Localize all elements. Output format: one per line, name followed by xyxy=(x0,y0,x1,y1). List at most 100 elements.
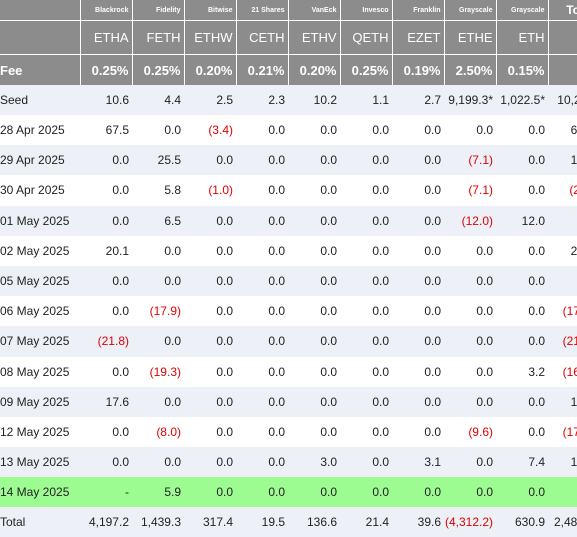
row-total-cell: 17.6 xyxy=(548,386,577,417)
row-total-cell: 64.1 xyxy=(570,123,577,138)
fee-value: 0.20% xyxy=(184,54,237,85)
flow-value-cell: 0.0 xyxy=(184,265,236,297)
flow-value-cell: 2.5 xyxy=(184,85,236,115)
row-total-cell: 13.5 xyxy=(548,447,577,478)
flow-value-cell: 0.0 xyxy=(216,364,233,379)
flow-value-cell: 0.0 xyxy=(392,265,444,297)
flow-value-cell: 0.0 xyxy=(340,477,392,508)
flow-value-cell: (19.3) xyxy=(149,364,181,379)
flow-value-cell: 0.0 xyxy=(496,145,548,176)
row-total-cell: (2.3) xyxy=(569,183,577,198)
fee-value: 0.25% xyxy=(80,54,133,85)
flow-value-cell: (17.9) xyxy=(149,304,181,319)
issuer-label: Grayscale xyxy=(496,0,549,21)
ticker-label: CETH xyxy=(236,20,289,55)
flow-value-cell: (21.8) xyxy=(80,326,132,357)
row-label: 13 May 2025 xyxy=(0,447,80,478)
flow-value-cell: 0.0 xyxy=(528,123,545,138)
fee-value: 2.50% xyxy=(444,54,497,85)
flow-value-cell: 0.0 xyxy=(268,183,285,198)
flow-value-cell: 25.5 xyxy=(132,145,184,176)
flow-value-cell: 0.0 xyxy=(424,304,441,319)
flow-value-cell: (7.1) xyxy=(468,183,493,198)
row-label: 09 May 2025 xyxy=(0,386,80,417)
flow-value-cell: 0.0 xyxy=(236,145,288,176)
flow-value-cell: - xyxy=(80,477,132,508)
flow-value-cell: 0.0 xyxy=(424,243,441,258)
issuer-header-row: Blackrock Fidelity Bitwise 21 Shares Van… xyxy=(0,0,577,21)
flow-value-cell: 10.2 xyxy=(288,85,340,115)
ticker-label: ETH xyxy=(496,20,549,55)
flow-value-cell: 0.0 xyxy=(340,145,392,176)
row-label: 02 May 2025 xyxy=(0,243,70,258)
row-label: 29 Apr 2025 xyxy=(0,145,80,176)
issuer-label: Invesco xyxy=(340,0,393,21)
flow-value-cell: 0.0 xyxy=(132,265,184,297)
ticker-total-cell xyxy=(548,20,577,55)
flow-value-cell: 0.0 xyxy=(496,326,548,357)
flow-value-cell: 2.7 xyxy=(392,85,444,115)
row-total-cell: 2,489.7 xyxy=(548,507,577,537)
row-label: 14 May 2025 xyxy=(0,477,80,508)
flow-value-cell: 1.1 xyxy=(340,85,392,115)
flow-value-cell: 0.0 xyxy=(112,364,129,379)
flow-value-cell: 0.0 xyxy=(392,386,444,417)
flow-value-cell: 0.0 xyxy=(392,145,444,176)
row-label: 07 May 2025 xyxy=(0,326,80,357)
flow-value-cell: 0.0 xyxy=(320,183,337,198)
row-total-cell: 0.0 xyxy=(548,265,577,297)
ticker-label: EZET xyxy=(392,20,445,55)
flow-value-cell: 0.0 xyxy=(268,304,285,319)
flow-value-cell: 0.0 xyxy=(80,145,132,176)
flow-value-cell: 0.0 xyxy=(268,364,285,379)
issuer-label: Blackrock xyxy=(80,0,133,21)
flow-value-cell: 0.0 xyxy=(288,205,340,236)
flow-value-cell: 19.5 xyxy=(236,507,288,537)
row-label: 01 May 2025 xyxy=(0,205,80,236)
flow-value-cell: 0.0 xyxy=(424,183,441,198)
row-label: 28 Apr 2025 xyxy=(0,123,65,138)
flow-value-cell: 0.0 xyxy=(496,265,548,297)
flow-value-cell: 0.0 xyxy=(424,424,441,439)
flow-value-cell: (3.4) xyxy=(208,123,233,138)
flow-value-cell: 0.0 xyxy=(340,386,392,417)
flow-value-cell: 3.0 xyxy=(288,447,340,478)
issuer-label: Fidelity xyxy=(132,0,185,21)
flow-value-cell: 0.0 xyxy=(392,477,444,508)
flow-value-cell: 0.0 xyxy=(528,243,545,258)
issuer-label: Bitwise xyxy=(184,0,237,21)
flow-value-cell: 0.0 xyxy=(340,447,392,478)
row-total-cell: (17.9) xyxy=(562,304,577,319)
flow-value-cell: 0.0 xyxy=(216,243,233,258)
flow-value-cell: 7.4 xyxy=(496,447,548,478)
flow-value-cell: 136.6 xyxy=(288,507,340,537)
table-row: 06 May 2025 0.0 (17.9) 0.0 0.0 0.0 0.0 0.0 0.0 0.… xyxy=(0,296,577,326)
flow-value-cell: 5.9 xyxy=(132,477,184,508)
flow-value-cell: 4.4 xyxy=(132,85,184,115)
flow-value-cell: 630.9 xyxy=(496,507,548,537)
table-row: 30 Apr 2025 0.0 5.8 (1.0) 0.0 0.0 0.0 0.0 (7.1) 0… xyxy=(0,175,577,205)
flow-value-cell: 0.0 xyxy=(372,123,389,138)
flow-value-cell: 12.0 xyxy=(496,205,548,236)
flow-value-cell: 0.0 xyxy=(236,205,288,236)
flow-value-cell: 0.0 xyxy=(340,205,392,236)
table-row: 01 May 2025 0.0 6.5 0.0 0.0 0.0 0.0 0.0 (12.0) 12… xyxy=(0,205,577,236)
flow-value-cell: 0.0 xyxy=(424,123,441,138)
flow-value-cell: 3.2 xyxy=(528,364,545,379)
flow-value-cell: 0.0 xyxy=(444,265,496,297)
flow-value-cell: 0.0 xyxy=(132,447,184,478)
row-total-cell: (16.1) xyxy=(562,364,577,379)
fee-value: 0.19% xyxy=(392,54,445,85)
ticker-label: FETH xyxy=(132,20,185,55)
total-column-header: Total xyxy=(548,0,577,21)
flow-value-cell: 0.0 xyxy=(444,386,496,417)
flow-value-cell: 10.6 xyxy=(80,85,132,115)
flow-value-cell: 0.0 xyxy=(320,304,337,319)
flow-value-cell: 0.0 xyxy=(476,364,493,379)
table-row: 29 Apr 2025 0.0 25.5 0.0 0.0 0.0 0.0 0.0 (7.1) 0.… xyxy=(0,145,577,176)
flow-value-cell: 0.0 xyxy=(528,183,545,198)
row-total-cell: (17.6) xyxy=(562,424,577,439)
flow-value-cell: 0.0 xyxy=(444,477,496,508)
fee-label: Fee xyxy=(0,54,81,85)
issuer-label: Grayscale xyxy=(444,0,497,21)
